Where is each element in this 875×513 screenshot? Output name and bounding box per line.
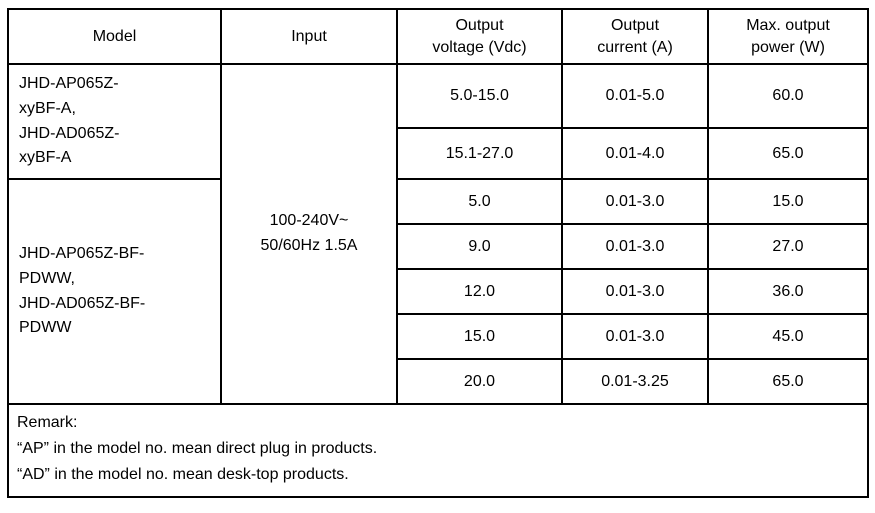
current-cell: 0.01-3.0 [561,268,709,315]
document-page: Model Input Output voltage (Vdc) Output … [0,8,875,513]
header-output-current: Output current (A) [561,8,709,65]
table-row: 12.0 0.01-3.0 36.0 [8,268,869,315]
current-cell: 0.01-3.0 [561,178,709,225]
input-spec-cell: 100-240V~ 50/60Hz 1.5A [220,63,398,405]
voltage-cell: 12.0 [396,268,563,315]
remark-row: Remark: “AP” in the model no. mean direc… [7,403,869,498]
power-cell: 15.0 [707,178,869,225]
header-model: Model [7,8,222,65]
power-cell: 36.0 [707,268,869,315]
table-row: 15.0 0.01-3.0 45.0 [8,313,869,360]
table-row: 20.0 0.01-3.25 65.0 [8,358,869,405]
header-max-power: Max. output power (W) [707,8,869,65]
remark-title: Remark: [17,414,78,431]
current-cell: 0.01-5.0 [561,63,709,129]
power-cell: 65.0 [707,127,869,180]
voltage-cell: 5.0 [396,178,563,225]
current-cell: 0.01-3.0 [561,313,709,360]
current-cell: 0.01-3.25 [561,358,709,405]
remark-line-ad: “AD” in the model no. mean desk-top prod… [17,465,349,483]
power-cell: 27.0 [707,223,869,270]
remark-cell: Remark: “AP” in the model no. mean direc… [7,403,869,498]
current-cell: 0.01-4.0 [561,127,709,180]
model-group-pdww-cell: JHD-AP065Z-BF- PDWW, JHD-AD065Z-BF- PDWW [7,178,222,405]
power-cell: 65.0 [707,358,869,405]
remark-line-ap: “AP” in the model no. mean direct plug i… [17,439,378,457]
current-cell: 0.01-3.0 [561,223,709,270]
table-row: 15.1-27.0 0.01-4.0 65.0 [8,127,869,180]
voltage-cell: 9.0 [396,223,563,270]
model-group-xybf-cell: JHD-AP065Z- xyBF-A, JHD-AD065Z- xyBF-A [7,63,222,180]
table-row: JHD-AP065Z-BF- PDWW, JHD-AD065Z-BF- PDWW… [7,178,869,405]
power-cell: 45.0 [707,313,869,360]
voltage-cell: 5.0-15.0 [396,63,563,129]
table-row: 9.0 0.01-3.0 27.0 [8,223,869,270]
header-output-voltage: Output voltage (Vdc) [396,8,563,65]
voltage-cell: 15.0 [396,313,563,360]
table-row: JHD-AP065Z- xyBF-A, JHD-AD065Z- xyBF-A 1… [7,63,869,405]
voltage-cell: 15.1-27.0 [396,127,563,180]
power-cell: 60.0 [707,63,869,129]
voltage-cell: 20.0 [396,358,563,405]
power-spec-table: Model Input Output voltage (Vdc) Output … [7,8,869,498]
header-input: Input [220,8,398,65]
header-row: Model Input Output voltage (Vdc) Output … [7,8,869,65]
